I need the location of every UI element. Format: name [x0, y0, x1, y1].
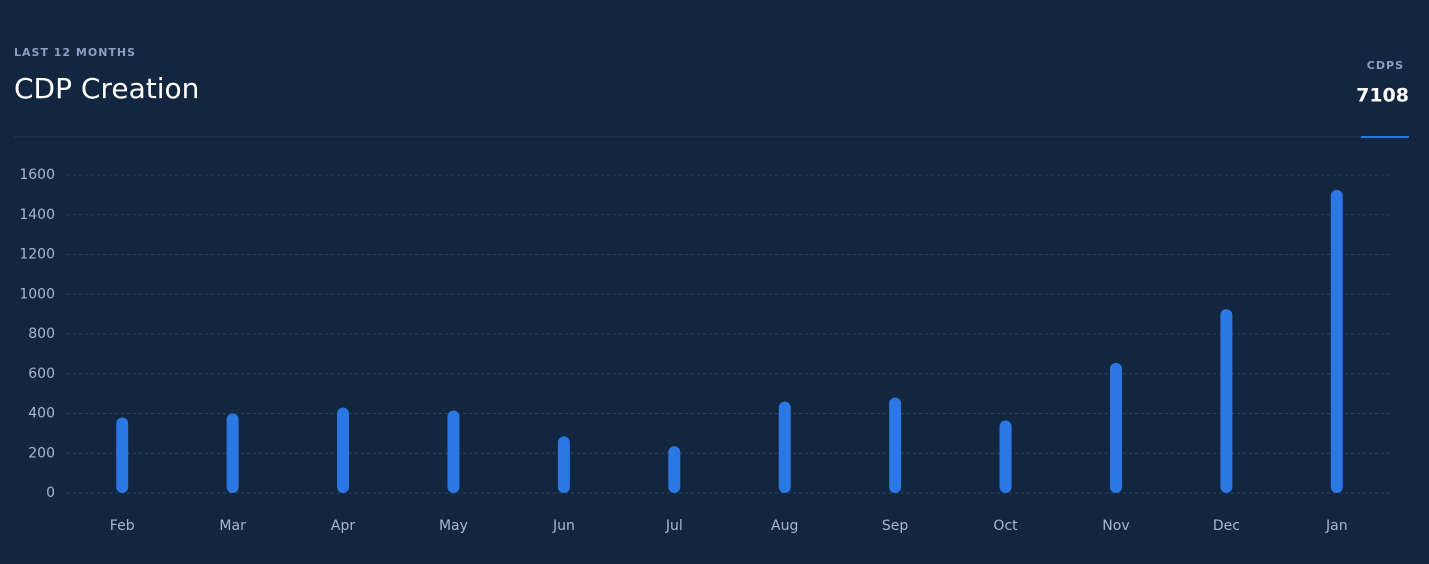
bar	[557, 436, 570, 493]
bar	[778, 401, 791, 493]
bar	[1330, 189, 1343, 493]
x-tick-label: Feb	[110, 518, 135, 534]
x-tick-label: May	[439, 518, 468, 534]
y-tick-label: 400	[28, 406, 55, 422]
chart-title: CDP Creation	[14, 72, 199, 105]
x-tick-label: Mar	[219, 518, 246, 534]
bar	[668, 446, 681, 493]
y-tick-label: 1400	[19, 207, 55, 223]
stat-label: CDPS	[1367, 59, 1404, 72]
x-tick-label: Nov	[1102, 518, 1129, 534]
x-tick-label: Dec	[1213, 518, 1240, 534]
y-tick-label: 200	[28, 445, 55, 461]
stat-value: 7108	[1356, 85, 1409, 107]
bar	[337, 407, 350, 493]
x-tick-label: Jan	[1325, 518, 1348, 534]
bar	[116, 417, 129, 493]
bar	[226, 413, 239, 493]
x-tick-label: Aug	[771, 518, 798, 534]
bar	[889, 397, 902, 493]
bar	[999, 420, 1012, 493]
x-tick-label: Jul	[665, 518, 683, 534]
chart-subtitle: LAST 12 MONTHS	[14, 46, 136, 59]
bar	[1220, 309, 1233, 493]
y-tick-label: 800	[28, 326, 55, 342]
y-tick-label: 600	[28, 366, 55, 382]
x-tick-label: Jun	[552, 518, 575, 534]
x-tick-label: Sep	[882, 518, 909, 534]
x-tick-label: Apr	[331, 518, 355, 534]
x-tick-label: Oct	[993, 518, 1018, 534]
y-tick-label: 1000	[19, 286, 55, 302]
bar	[1109, 362, 1122, 493]
y-tick-label: 1600	[19, 167, 55, 183]
y-tick-label: 1200	[19, 247, 55, 263]
y-tick-label: 0	[46, 485, 55, 501]
bar	[447, 410, 460, 493]
